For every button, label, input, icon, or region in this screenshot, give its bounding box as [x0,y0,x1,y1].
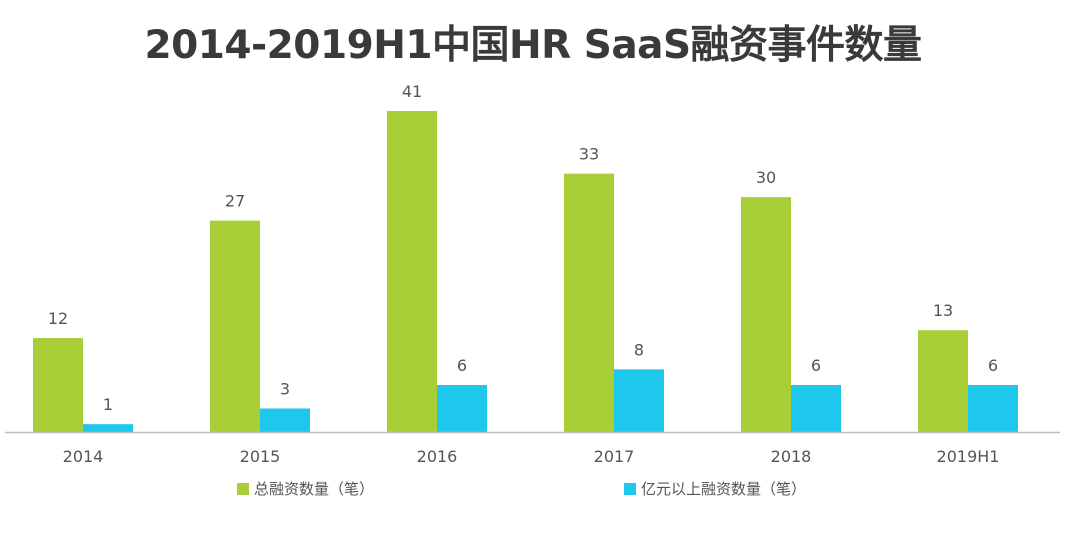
x-tick-label-2019H1: 2019H1 [937,447,1000,466]
legend-label-total: 总融资数量（笔） [254,480,374,498]
bar-large-2017 [614,369,664,432]
x-tick-label-2016: 2016 [417,447,458,466]
data-label-large-2019H1: 6 [988,356,998,375]
data-label-total-2016: 41 [402,82,422,101]
data-label-large-2014: 1 [103,395,113,414]
data-label-total-2018: 30 [756,168,776,187]
bar-total-2015 [210,220,260,432]
bar-large-2014 [83,424,133,432]
chart-title: 2014-2019H1中国HR SaaS融资事件数量 [144,23,922,68]
bar-total-2017 [564,173,614,432]
x-tick-label-2017: 2017 [594,447,635,466]
bar-total-2016 [387,111,437,432]
bar-large-2016 [437,385,487,432]
x-tick-label-2014: 2014 [63,447,104,466]
data-label-total-2015: 27 [225,192,245,211]
bar-total-2018 [741,197,791,432]
legend-swatch-large [624,483,636,495]
x-tick-label-2015: 2015 [240,447,281,466]
bar-total-2019H1 [918,330,968,432]
bar-large-2018 [791,385,841,432]
data-label-large-2016: 6 [457,356,467,375]
data-label-total-2014: 12 [48,309,68,328]
data-label-total-2019H1: 13 [933,301,953,320]
bar-large-2019H1 [968,385,1018,432]
x-tick-label-2018: 2018 [771,447,812,466]
legend-label-large: 亿元以上融资数量（笔） [641,480,806,498]
data-label-total-2017: 33 [579,145,599,164]
data-label-large-2017: 8 [634,340,644,359]
legend-swatch-total [237,483,249,495]
data-label-large-2018: 6 [811,356,821,375]
bar-large-2015 [260,408,310,432]
data-label-large-2015: 3 [280,380,290,399]
bar-total-2014 [33,338,83,432]
